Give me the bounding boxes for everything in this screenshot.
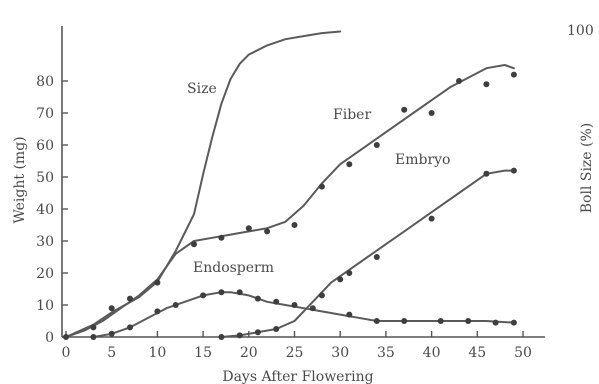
data-point-endosperm — [254, 295, 261, 302]
data-point-endosperm — [465, 318, 472, 324]
y-axis-label: Weight (mg) — [12, 136, 28, 223]
data-point-endosperm — [108, 330, 115, 337]
x-tick-label: 5 — [107, 345, 116, 361]
x-tick-label: 40 — [423, 345, 441, 361]
series-markers — [63, 71, 517, 340]
data-point-fiber — [108, 305, 115, 312]
data-point-fiber — [90, 324, 97, 331]
y2-ticks: 100 — [567, 23, 594, 39]
x-tick-label: 30 — [331, 345, 349, 361]
series-line-size — [65, 30, 342, 338]
data-point-fiber — [63, 334, 69, 340]
y-tick-label: 50 — [36, 170, 54, 186]
y-tick-label: 40 — [36, 202, 54, 218]
series-label-endosperm: Endosperm — [193, 260, 274, 276]
data-point-endosperm — [273, 298, 280, 305]
data-point-fiber — [318, 183, 325, 190]
data-point-endosperm — [437, 318, 444, 324]
series-label-size: Size — [187, 81, 217, 97]
x-ticks: 0 5 10 15 20 25 30 35 40 45 50 — [62, 331, 532, 361]
data-point-endosperm — [510, 319, 517, 326]
series-line-fiber — [65, 64, 515, 338]
data-point-embryo — [373, 254, 380, 260]
data-point-endosperm — [154, 308, 161, 315]
data-point-endosperm — [309, 305, 316, 312]
data-point-fiber — [291, 222, 298, 228]
data-point-endosperm — [373, 318, 380, 324]
y-tick-label: 10 — [36, 298, 54, 314]
data-point-fiber — [401, 106, 408, 113]
y-tick-label: 70 — [36, 106, 54, 122]
data-point-fiber — [456, 78, 462, 84]
data-point-endosperm — [401, 318, 408, 324]
x-tick-label: 10 — [148, 345, 166, 361]
data-point-endosperm — [236, 289, 243, 296]
x-tick-label: 0 — [62, 345, 71, 361]
series-lines — [65, 30, 515, 338]
data-point-embryo — [510, 167, 517, 174]
y-tick-label: 80 — [36, 74, 54, 90]
y2-axis-label: Boll Size (%) — [579, 123, 595, 214]
data-point-fiber — [428, 110, 435, 116]
x-tick-label: 50 — [514, 345, 532, 361]
series-label-embryo: Embryo — [395, 152, 451, 168]
axes — [61, 26, 545, 338]
data-point-embryo — [254, 329, 261, 336]
data-point-fiber — [264, 228, 271, 235]
y-tick-label: 30 — [36, 234, 54, 250]
data-point-embryo — [273, 326, 280, 332]
data-point-endosperm — [127, 324, 133, 331]
data-point-fiber — [510, 71, 517, 78]
data-point-fiber — [154, 279, 161, 286]
x-tick-label: 20 — [240, 345, 258, 361]
data-point-embryo — [318, 292, 325, 299]
x-tick-label: 25 — [286, 345, 304, 361]
series-label-fiber: Fiber — [333, 107, 371, 123]
series-line-embryo — [220, 169, 515, 338]
series-line-endosperm — [92, 291, 515, 338]
x-axis-label: Days After Flowering — [222, 369, 373, 384]
data-point-embryo — [337, 276, 344, 283]
y-tick-label: 20 — [36, 266, 54, 282]
data-point-fiber — [346, 161, 353, 168]
data-point-endosperm — [200, 292, 207, 299]
data-point-endosperm — [346, 311, 353, 318]
data-point-embryo — [428, 215, 435, 222]
data-point-embryo — [346, 270, 353, 276]
data-point-endosperm — [291, 302, 298, 308]
data-point-endosperm — [492, 319, 499, 326]
data-point-fiber — [245, 225, 252, 232]
data-point-endosperm — [90, 334, 97, 340]
x-tick-label: 35 — [377, 345, 395, 361]
data-point-endosperm — [218, 289, 225, 296]
y-tick-label: 0 — [45, 330, 54, 346]
data-point-fiber — [483, 81, 490, 88]
y2-tick-label: 100 — [567, 23, 594, 39]
data-point-fiber — [373, 142, 380, 148]
y-tick-label: 60 — [36, 138, 54, 154]
data-point-fiber — [191, 241, 197, 248]
data-point-fiber — [218, 234, 225, 241]
x-tick-label: 45 — [468, 345, 486, 361]
data-point-fiber — [127, 295, 133, 302]
data-point-embryo — [236, 332, 243, 339]
data-point-embryo — [483, 170, 490, 177]
x-tick-label: 15 — [194, 345, 212, 361]
data-point-embryo — [218, 334, 225, 340]
y-ticks: 0 10 20 30 40 50 60 70 80 — [36, 74, 68, 346]
data-point-endosperm — [172, 302, 179, 308]
